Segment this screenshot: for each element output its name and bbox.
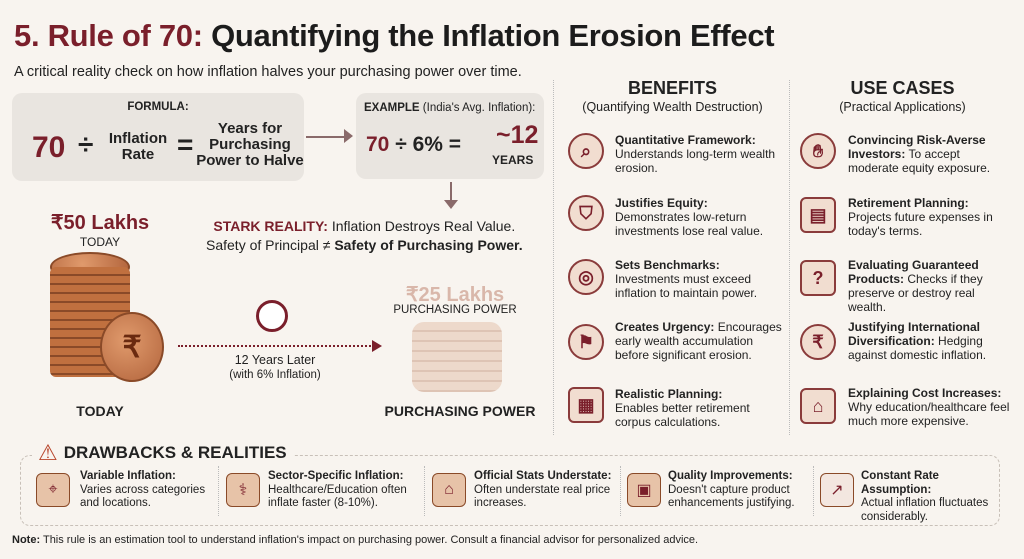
later-label: 12 Years Later bbox=[234, 353, 316, 367]
drawback-item: Quality Improvements: Doesn't capture pro… bbox=[668, 470, 795, 509]
page-title: 5. Rule of 70: Quantifying the Inflation… bbox=[14, 18, 775, 53]
formula-result: Years for Purchasing Power to Halve bbox=[196, 120, 304, 169]
example-unit: YEARS bbox=[492, 153, 534, 167]
example-expression: 70 ÷ 6% = bbox=[366, 133, 462, 156]
drawbacks-header: ⚠ DRAWBACKS & REALITIES bbox=[32, 440, 293, 466]
drawback-item: Variable Inflation: Varies across categor… bbox=[80, 470, 206, 509]
formula-rate: Inflation Rate bbox=[108, 130, 168, 163]
warning-icon: ⚠ bbox=[38, 440, 58, 465]
benefit-item: Realistic Planning: Enables better retire… bbox=[615, 387, 750, 429]
use-case-item: Retirement Planning: Projects future expe… bbox=[848, 196, 993, 238]
map-pin-icon: ⌖ bbox=[36, 473, 70, 507]
revolver-icon: ⚑ bbox=[568, 324, 604, 360]
faded-broken-coins-icon bbox=[412, 322, 502, 392]
drawback-item: Constant Rate Assumption: Actual inflatio… bbox=[861, 470, 989, 523]
broken-shield-icon: ⛉ bbox=[568, 195, 604, 231]
use-case-item: Justifying International Diversification… bbox=[848, 320, 987, 362]
government-building-icon: ⌂ bbox=[432, 473, 466, 507]
formula-seventy: 70 bbox=[32, 131, 66, 164]
formula-divide: ÷ bbox=[78, 129, 94, 160]
arrow-down bbox=[450, 182, 452, 202]
formula-equals: = bbox=[177, 129, 194, 160]
benefit-item: Quantitative Framework: Understands long-… bbox=[615, 133, 776, 175]
drawback-item: Official Stats Understate: Often understa… bbox=[474, 470, 612, 509]
safe-icon: ? bbox=[800, 260, 836, 296]
formula-box: FORMULA: 70 ÷ Inflation Rate = Years for… bbox=[12, 93, 304, 181]
stark-reality: STARK REALITY: Inflation Destroys Real V… bbox=[206, 218, 523, 253]
calculator-house-icon: ▦ bbox=[568, 387, 604, 423]
magnifier-chart-icon: ⌕ bbox=[568, 133, 604, 169]
example-box: EXAMPLE (India's Avg. Inflation): 70 ÷ 6… bbox=[356, 93, 544, 179]
footnote: Note: This rule is an estimation tool to… bbox=[12, 534, 699, 546]
package-icon: ▣ bbox=[627, 473, 661, 507]
amount-today: ₹50 Lakhs bbox=[50, 212, 150, 234]
example-label: EXAMPLE (India's Avg. Inflation): bbox=[364, 102, 536, 114]
drawback-item: Sector-Specific Inflation: Healthcare/Edu… bbox=[268, 470, 407, 509]
trend-chart-icon: ↗ bbox=[820, 473, 854, 507]
target-icon: ◎ bbox=[568, 259, 604, 295]
drawbacks-title: DRAWBACKS & REALITIES bbox=[63, 443, 287, 462]
drawbacks-box bbox=[20, 455, 1000, 526]
formula-label: FORMULA: bbox=[127, 101, 189, 113]
use-case-item: Convincing Risk-Averse Investors: To acc… bbox=[848, 133, 991, 175]
timeline-arrow bbox=[178, 345, 374, 347]
divider bbox=[424, 466, 425, 516]
use-case-item: Evaluating Guaranteed Products: Checks i… bbox=[848, 258, 983, 314]
stethoscope-icon: ⚕ bbox=[226, 473, 260, 507]
benefit-item: Sets Benchmarks: Investments must exceed … bbox=[615, 258, 758, 300]
divider bbox=[218, 466, 219, 516]
arrow-down-head bbox=[444, 200, 458, 209]
use-cases-subtitle: (Practical Applications) bbox=[839, 100, 966, 114]
divider bbox=[620, 466, 621, 516]
later-note: (with 6% Inflation) bbox=[229, 369, 321, 381]
today-label: TODAY bbox=[76, 403, 124, 419]
timeline-arrow-head bbox=[372, 340, 382, 352]
pp-label: PURCHASING POWER bbox=[384, 403, 536, 419]
subtitle: A critical reality check on how inflatio… bbox=[14, 64, 522, 80]
arrow-head bbox=[344, 129, 353, 143]
amount-later: ₹25 Lakhs bbox=[405, 284, 505, 306]
clock-icon bbox=[256, 300, 288, 332]
use-cases-title: USE CASES bbox=[850, 78, 955, 98]
arrow-right bbox=[306, 136, 350, 138]
today-caption: TODAY bbox=[79, 235, 121, 249]
example-result: ~12 bbox=[496, 121, 539, 149]
use-case-item: Explaining Cost Increases: Why education/… bbox=[848, 386, 1010, 428]
benefit-item: Creates Urgency: Encourages early wealth… bbox=[615, 320, 782, 362]
school-icon: ⌂ bbox=[800, 388, 836, 424]
globe-icon: ₹ bbox=[800, 324, 836, 360]
handshake-icon: ✋︎ bbox=[800, 133, 836, 169]
benefits-subtitle: (Quantifying Wealth Destruction) bbox=[582, 100, 763, 114]
divider bbox=[813, 466, 814, 516]
divider bbox=[553, 80, 554, 435]
benefits-title: BENEFITS bbox=[627, 78, 717, 98]
coin-stack-icon: ₹ bbox=[40, 252, 164, 392]
calendar-icon: ▤ bbox=[800, 197, 836, 233]
benefit-item: Justifies Equity: Demonstrates low-return… bbox=[615, 196, 764, 238]
pp-caption: PURCHASING POWER bbox=[393, 304, 517, 316]
divider bbox=[789, 80, 790, 435]
